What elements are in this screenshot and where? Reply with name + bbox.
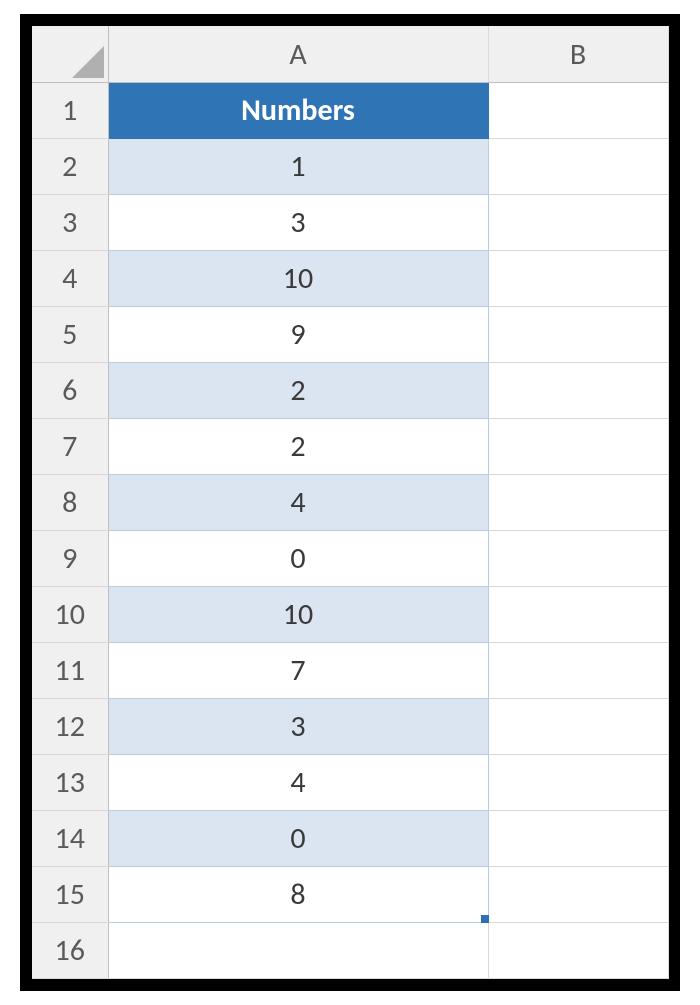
row-11: 11 7 <box>32 642 668 698</box>
row-8: 8 4 <box>32 474 668 530</box>
row-header-1[interactable]: 1 <box>32 82 108 138</box>
cell-A5[interactable]: 9 <box>108 306 488 362</box>
screenshot-frame: A B 1 Numbers 2 1 3 3 4 10 5 9 6 2 7 2 8 <box>20 14 680 991</box>
row-14: 14 0 <box>32 810 668 866</box>
cell-B14[interactable] <box>488 810 668 866</box>
column-header-B[interactable]: B <box>488 26 668 82</box>
cell-A4[interactable]: 10 <box>108 250 488 306</box>
row-header-15[interactable]: 15 <box>32 866 108 922</box>
select-all-corner[interactable] <box>32 26 108 82</box>
row-header-3[interactable]: 3 <box>32 194 108 250</box>
cell-B6[interactable] <box>488 362 668 418</box>
row-10: 10 10 <box>32 586 668 642</box>
row-9: 9 0 <box>32 530 668 586</box>
cell-B11[interactable] <box>488 642 668 698</box>
row-header-2[interactable]: 2 <box>32 138 108 194</box>
cell-B3[interactable] <box>488 194 668 250</box>
cell-A1-table-header[interactable]: Numbers <box>108 82 488 138</box>
row-7: 7 2 <box>32 418 668 474</box>
cell-B10[interactable] <box>488 586 668 642</box>
cell-B4[interactable] <box>488 250 668 306</box>
row-header-12[interactable]: 12 <box>32 698 108 754</box>
row-header-5[interactable]: 5 <box>32 306 108 362</box>
row-12: 12 3 <box>32 698 668 754</box>
cell-A7[interactable]: 2 <box>108 418 488 474</box>
cell-B7[interactable] <box>488 418 668 474</box>
row-4: 4 10 <box>32 250 668 306</box>
cell-A15[interactable]: 8 <box>108 866 488 922</box>
row-header-11[interactable]: 11 <box>32 642 108 698</box>
cell-A12[interactable]: 3 <box>108 698 488 754</box>
row-15: 15 8 <box>32 866 668 922</box>
row-1: 1 Numbers <box>32 82 668 138</box>
row-header-13[interactable]: 13 <box>32 754 108 810</box>
cell-B15[interactable] <box>488 866 668 922</box>
cell-B12[interactable] <box>488 698 668 754</box>
row-header-7[interactable]: 7 <box>32 418 108 474</box>
row-header-8[interactable]: 8 <box>32 474 108 530</box>
cell-A8[interactable]: 4 <box>108 474 488 530</box>
row-header-14[interactable]: 14 <box>32 810 108 866</box>
cell-A11[interactable]: 7 <box>108 642 488 698</box>
cell-A3[interactable]: 3 <box>108 194 488 250</box>
cell-B2[interactable] <box>488 138 668 194</box>
cell-B5[interactable] <box>488 306 668 362</box>
row-header-4[interactable]: 4 <box>32 250 108 306</box>
cell-A16[interactable] <box>108 922 488 978</box>
row-6: 6 2 <box>32 362 668 418</box>
row-13: 13 4 <box>32 754 668 810</box>
row-16: 16 <box>32 922 668 978</box>
row-5: 5 9 <box>32 306 668 362</box>
cell-A2[interactable]: 1 <box>108 138 488 194</box>
row-header-16[interactable]: 16 <box>32 922 108 978</box>
cell-A10[interactable]: 10 <box>108 586 488 642</box>
cell-A13[interactable]: 4 <box>108 754 488 810</box>
row-3: 3 3 <box>32 194 668 250</box>
row-2: 2 1 <box>32 138 668 194</box>
cell-B9[interactable] <box>488 530 668 586</box>
row-header-9[interactable]: 9 <box>32 530 108 586</box>
row-header-10[interactable]: 10 <box>32 586 108 642</box>
cell-A14[interactable]: 0 <box>108 810 488 866</box>
cell-B16[interactable] <box>488 922 668 978</box>
select-all-triangle-icon <box>72 46 104 78</box>
cell-B1[interactable] <box>488 82 668 138</box>
cell-B8[interactable] <box>488 474 668 530</box>
row-header-6[interactable]: 6 <box>32 362 108 418</box>
cell-A9[interactable]: 0 <box>108 530 488 586</box>
cell-A6[interactable]: 2 <box>108 362 488 418</box>
cell-B13[interactable] <box>488 754 668 810</box>
column-header-row: A B <box>32 26 668 82</box>
spreadsheet-grid: A B 1 Numbers 2 1 3 3 4 10 5 9 6 2 7 2 8 <box>32 26 669 979</box>
column-header-A[interactable]: A <box>108 26 488 82</box>
